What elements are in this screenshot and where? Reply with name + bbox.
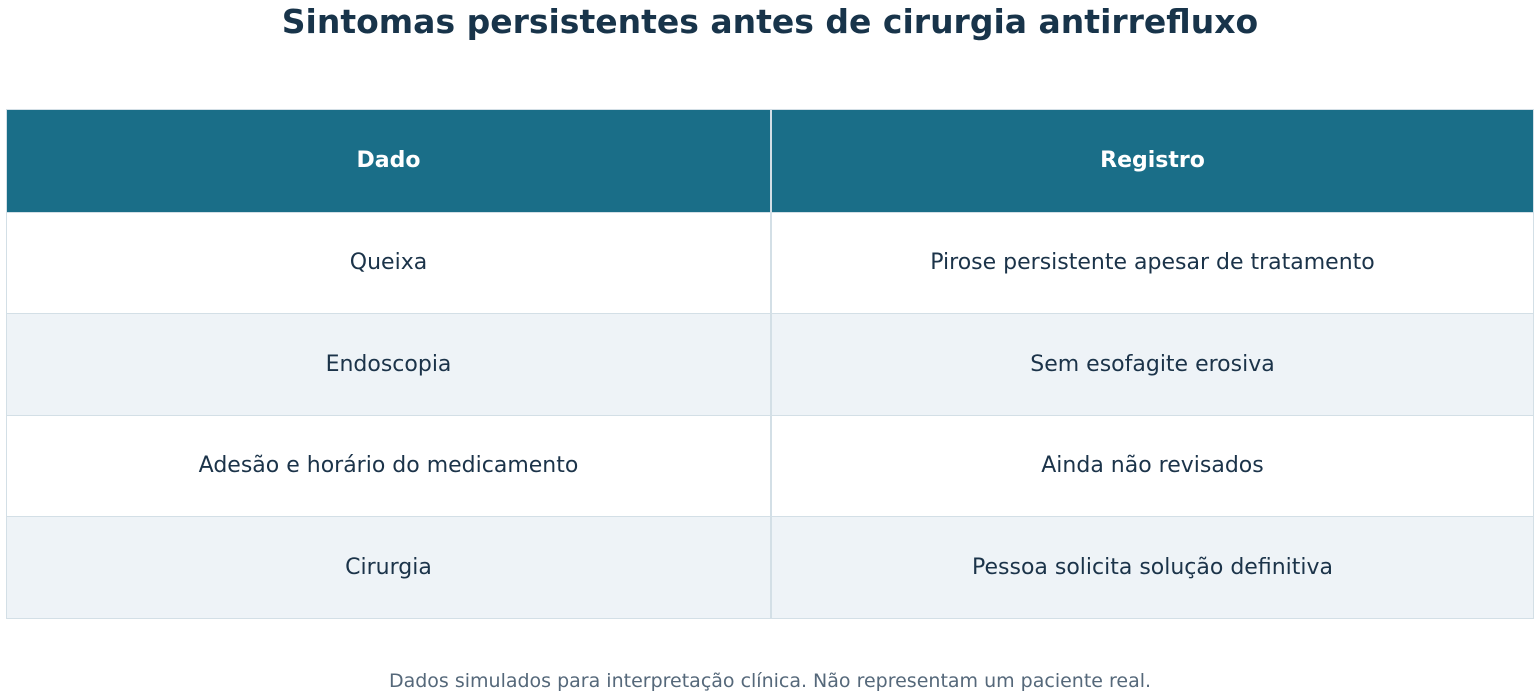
table-cell-dado: Adesão e horário do medicamento — [198, 453, 579, 479]
table-header-row: Dado Registro — [7, 110, 1533, 212]
column-header-dado: Dado — [356, 148, 421, 174]
table-cell-registro: Pessoa solicita solução definitiva — [770, 517, 1533, 618]
table-row: Cirurgia Pessoa solicita solução definit… — [7, 516, 1533, 618]
table-cell-registro: Ainda não revisados — [770, 415, 1533, 516]
table-row: Endoscopia Sem esofagite erosiva — [7, 313, 1533, 415]
data-table: Dado Registro Queixa Pirose persistente … — [6, 109, 1534, 619]
table-cell-dado: Queixa — [349, 250, 428, 276]
table-row: Adesão e horário do medicamento Ainda nã… — [7, 414, 1533, 516]
footnote: Dados simulados para interpretação clíni… — [388, 670, 1152, 692]
table-cell-dado: Endoscopia — [325, 351, 452, 377]
table-cell-registro: Sem esofagite erosiva — [770, 314, 1533, 415]
column-header-registro: Registro — [770, 110, 1533, 212]
table-row: Queixa Pirose persistente apesar de trat… — [7, 211, 1533, 313]
page-title: Sintomas persistentes antes de cirurgia … — [281, 2, 1259, 41]
table-cell-dado: Cirurgia — [345, 554, 432, 580]
table-cell-registro: Pirose persistente apesar de tratamento — [770, 212, 1533, 313]
